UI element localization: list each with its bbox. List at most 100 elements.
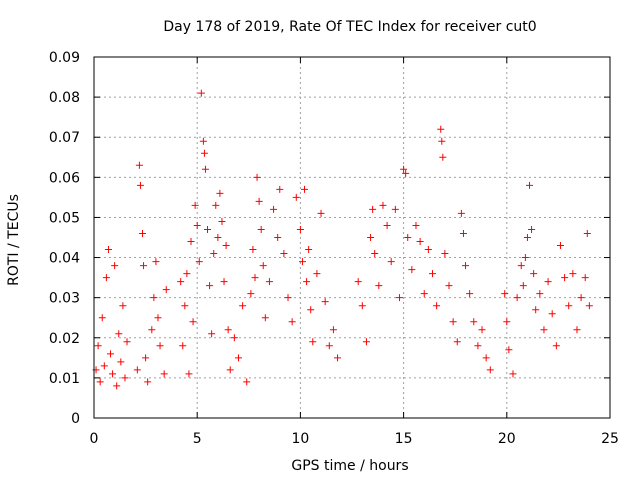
data-point: [301, 185, 309, 193]
data-point: [387, 258, 395, 266]
data-point: [239, 302, 247, 310]
data-point: [428, 270, 436, 278]
data-point: [470, 318, 478, 326]
data-point: [309, 338, 317, 346]
data-point: [142, 354, 150, 362]
data-point: [367, 234, 375, 241]
data-point: [404, 234, 412, 241]
data-point: [416, 238, 424, 246]
data-point: [577, 294, 585, 302]
data-point: [325, 342, 333, 350]
data-point: [199, 137, 207, 145]
grid: [94, 57, 610, 418]
y-tick-label: 0.08: [49, 90, 80, 106]
data-point: [313, 270, 321, 278]
data-point: [523, 234, 531, 241]
data-point: [140, 262, 148, 270]
data-point: [136, 181, 144, 189]
data-point: [102, 274, 110, 282]
data-point: [501, 290, 509, 298]
data-point: [334, 354, 342, 362]
data-point: [408, 266, 416, 274]
data-point: [109, 370, 117, 378]
data-point: [210, 250, 218, 258]
data-point: [459, 229, 467, 237]
data-point: [265, 278, 273, 286]
data-points: [92, 89, 593, 390]
data-point: [509, 370, 517, 378]
data-point: [218, 217, 226, 225]
data-point: [544, 278, 552, 286]
data-point: [517, 262, 525, 270]
data-point: [317, 209, 325, 217]
data-point: [206, 282, 214, 290]
data-point: [230, 334, 238, 342]
data-point: [530, 270, 538, 278]
chart-title: Day 178 of 2019, Rate Of TEC Index for r…: [163, 19, 536, 35]
data-point: [445, 282, 453, 290]
y-tick-label: 0.05: [49, 210, 80, 226]
data-point: [98, 314, 106, 322]
data-point: [113, 382, 121, 390]
data-point: [412, 221, 420, 229]
data-point: [581, 274, 589, 282]
data-point: [486, 366, 494, 374]
data-point: [379, 201, 387, 209]
data-point: [253, 173, 261, 181]
data-point: [144, 378, 152, 386]
data-point: [305, 246, 313, 254]
data-point: [354, 278, 362, 286]
data-point: [420, 290, 428, 298]
data-point: [521, 254, 529, 262]
data-point: [548, 310, 556, 318]
data-point: [261, 314, 269, 322]
data-point: [303, 278, 311, 286]
data-point: [121, 374, 129, 382]
x-tick-label: 20: [498, 431, 516, 447]
data-point: [115, 330, 123, 338]
data-point: [561, 274, 569, 282]
axis-ticks: 0 5 10 15 20 25 0 0.01 0.02 0.03 0.04 0.05 0.06 0.07 0…: [49, 50, 619, 447]
data-point: [437, 125, 445, 133]
data-point: [528, 225, 536, 233]
data-point: [135, 161, 143, 169]
data-point: [222, 242, 230, 250]
data-point: [292, 193, 300, 201]
data-point: [243, 378, 251, 386]
data-point: [569, 270, 577, 278]
data-point: [216, 189, 224, 197]
data-point: [400, 165, 408, 173]
data-point: [441, 250, 449, 258]
data-point: [111, 262, 119, 270]
x-tick-label: 15: [395, 431, 413, 447]
data-point: [526, 181, 534, 189]
y-tick-label: 0.07: [49, 130, 80, 146]
data-point: [117, 358, 125, 366]
data-point: [519, 282, 527, 290]
data-point: [540, 326, 548, 334]
data-point: [257, 225, 265, 233]
data-point: [104, 246, 112, 254]
data-point: [224, 326, 232, 334]
data-point: [453, 338, 461, 346]
data-point: [156, 342, 164, 350]
data-point: [189, 318, 197, 326]
data-point: [234, 354, 242, 362]
data-point: [466, 290, 474, 298]
data-point: [513, 294, 521, 302]
data-point: [375, 282, 383, 290]
data-point: [195, 258, 203, 266]
data-point: [251, 274, 259, 282]
data-point: [369, 205, 377, 213]
data-point: [200, 149, 208, 157]
data-point: [585, 302, 593, 310]
data-point: [197, 89, 205, 97]
data-point: [247, 290, 255, 298]
data-point: [150, 294, 158, 302]
data-point: [505, 346, 513, 354]
data-point: [183, 270, 191, 278]
data-point: [383, 221, 391, 229]
data-point: [288, 318, 296, 326]
data-point: [565, 302, 573, 310]
data-point: [503, 318, 511, 326]
